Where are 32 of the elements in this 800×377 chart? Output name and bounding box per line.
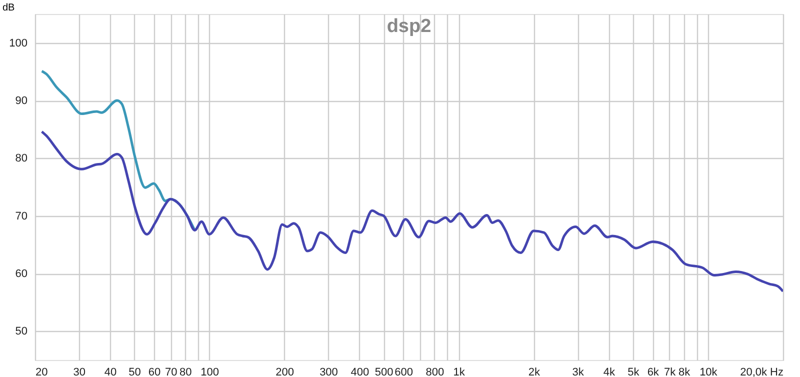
x-tick-label: 7k [664,366,676,377]
y-tick-label: 70 [15,210,28,222]
x-tick-label: 20 [36,366,48,377]
x-tick-label: 10k [700,366,718,377]
x-tick-label: 3k [572,366,584,377]
x-tick-label: 30 [73,366,86,377]
y-tick-label: 90 [15,95,28,107]
x-tick-label: 70 [165,366,178,377]
y-axis-title: dB [2,2,16,14]
x-tick-label: 800 [426,366,444,377]
x-tick-label: 1k [453,366,466,377]
x-tick-label: 80 [179,366,192,377]
x-tick-label: 600 [394,366,413,377]
x-tick-label: 20,0k Hz [740,366,784,377]
x-tick-label: 8k [678,366,691,377]
y-tick-label: 100 [9,37,28,50]
x-tick-label: 500 [374,366,394,377]
x-tick-label: 400 [350,366,370,377]
x-tick-label: 6k [647,366,660,377]
y-tick-label: 80 [15,152,28,165]
chart-title: dsp2 [386,16,432,37]
x-tick-label: 300 [320,366,338,377]
x-tick-label: 2k [528,366,540,377]
x-tick-label: 60 [148,366,161,377]
x-tick-label: 50 [128,366,141,377]
x-tick-label: 4k [603,366,616,377]
x-tick-label: 200 [276,366,294,377]
x-tick-label: 40 [104,366,117,377]
x-tick-label: 100 [200,366,219,377]
y-tick-label: 60 [15,268,28,280]
x-tick-label: 5k [628,366,640,377]
y-tick-label: 50 [15,326,28,338]
